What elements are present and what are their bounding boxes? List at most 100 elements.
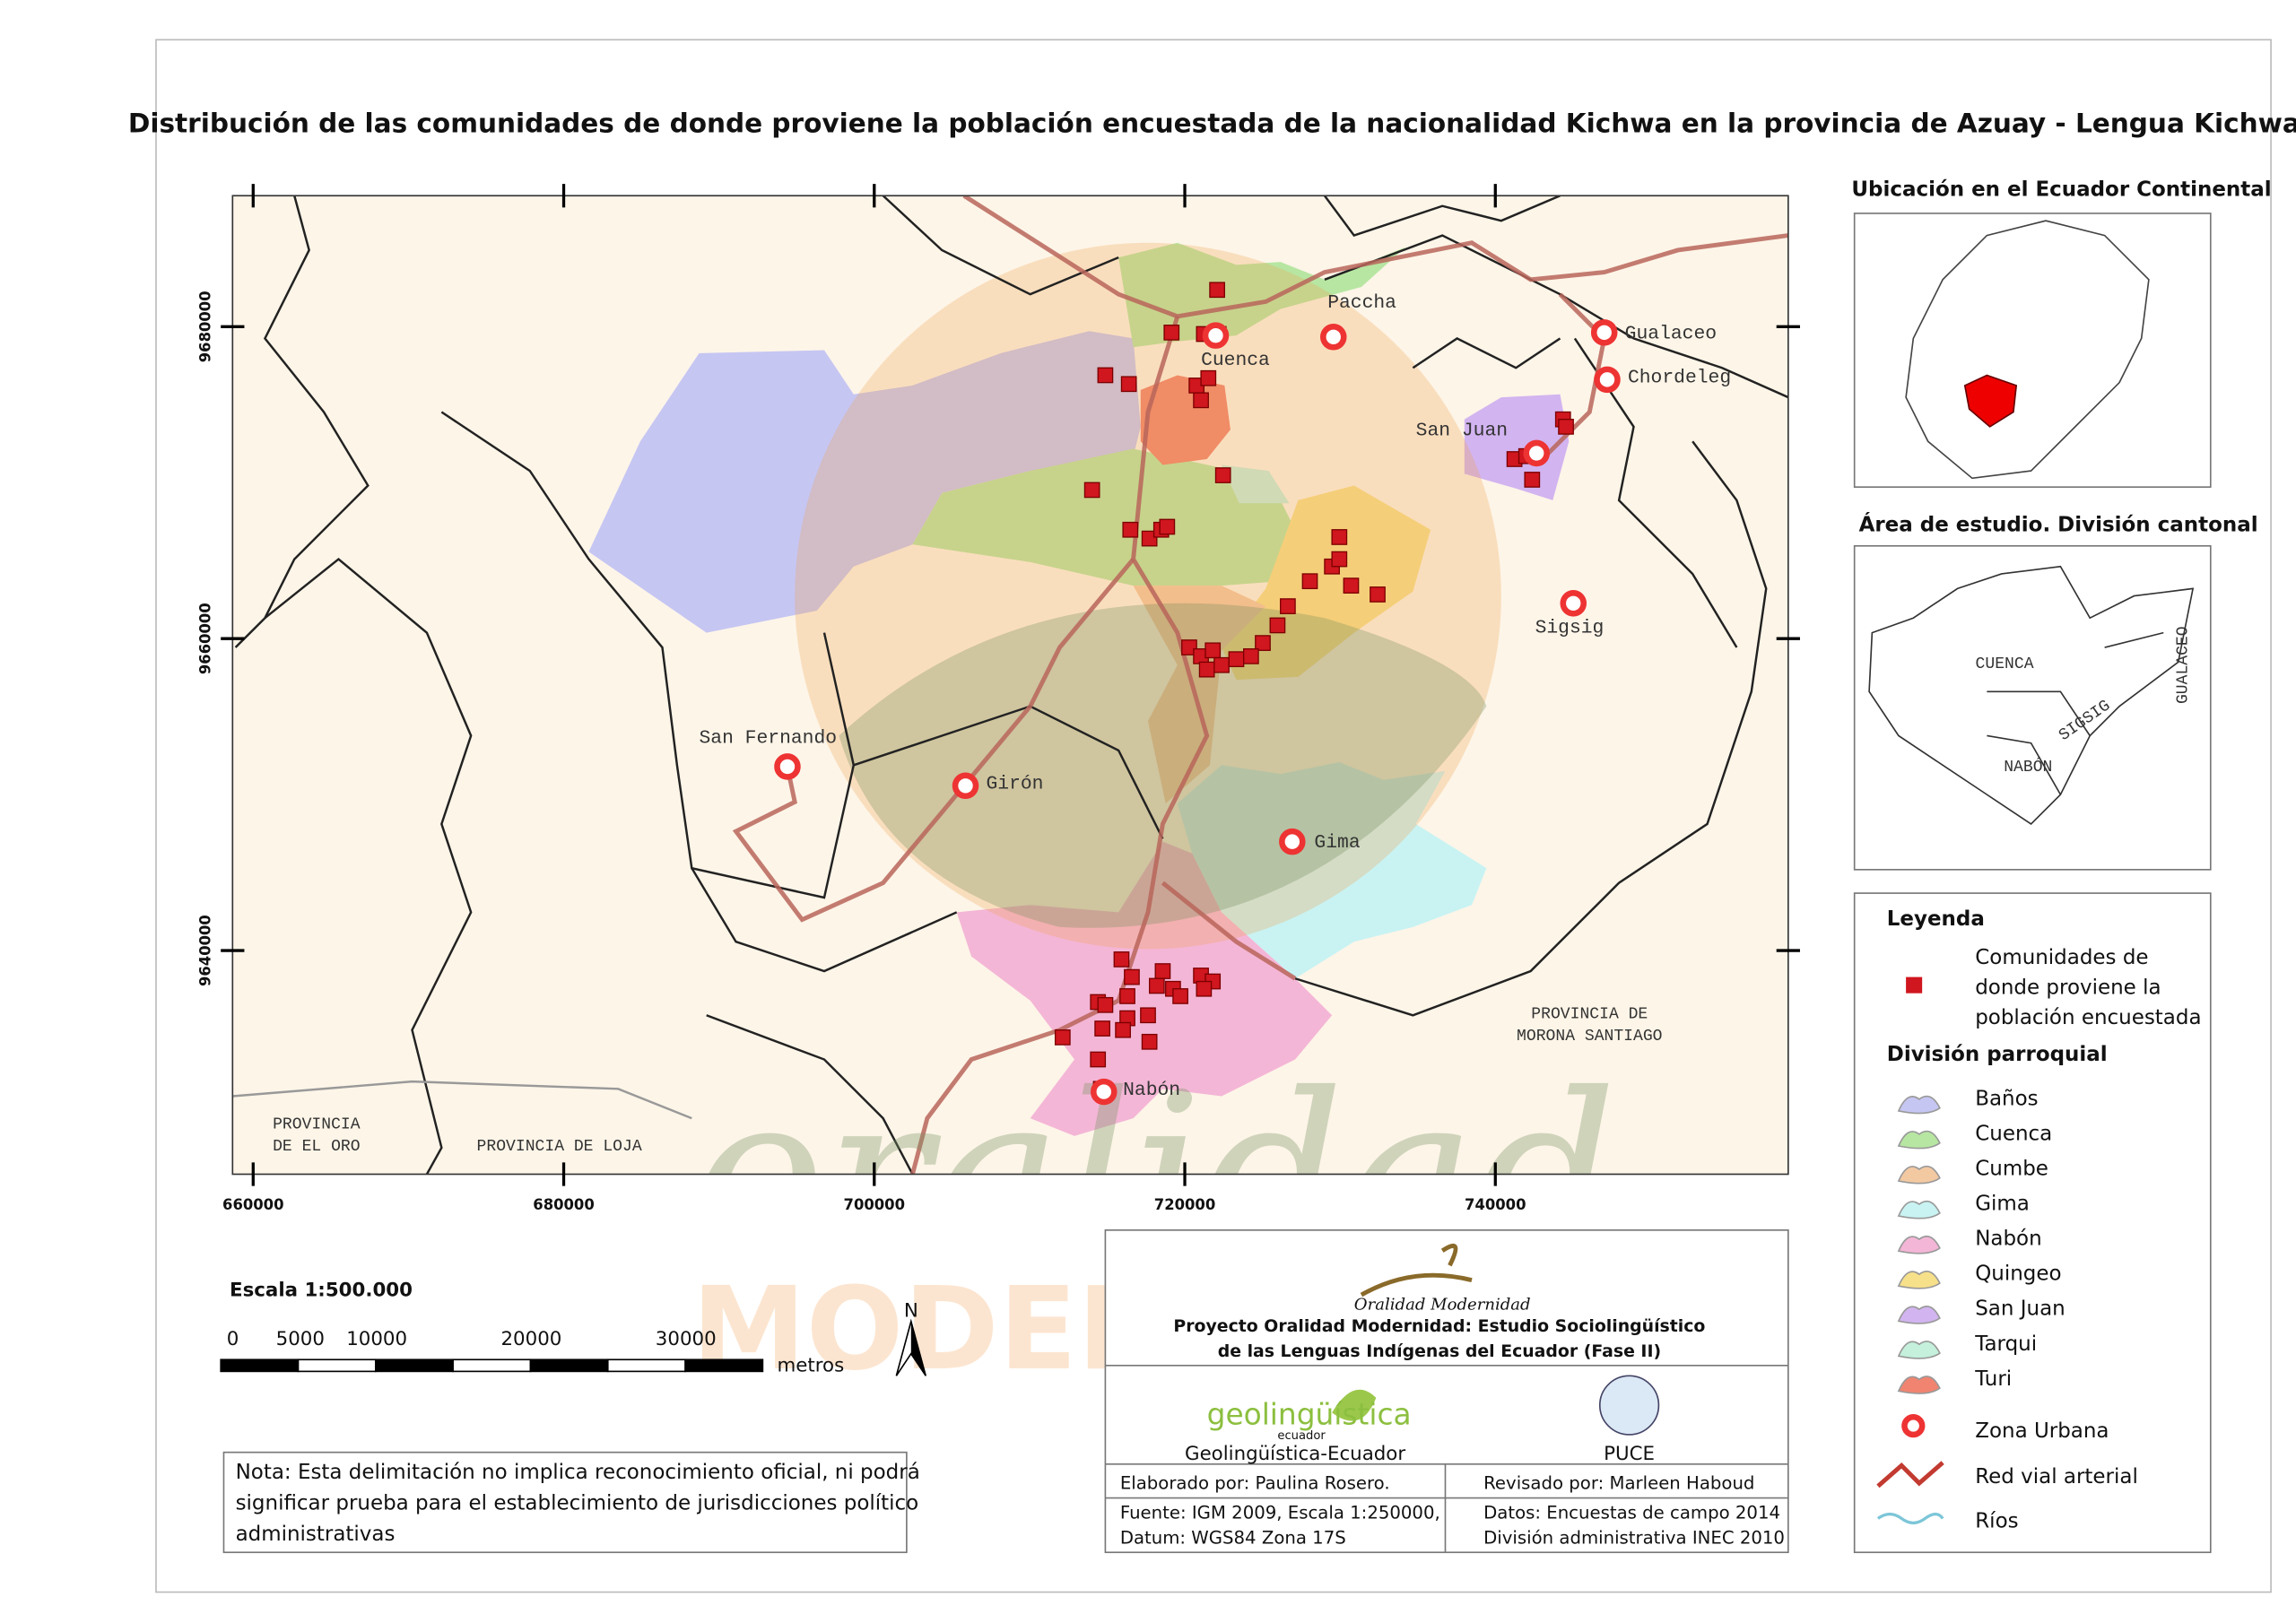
project-title: Proyecto Oralidad Modernidad: Estudio So… (1173, 1316, 1705, 1336)
inset-title: Ubicación en el Ecuador Continental (1851, 178, 2271, 201)
azuay-highlight (1963, 374, 2018, 428)
boundary (234, 195, 370, 648)
legend-label: Zona Urbana (1975, 1419, 2109, 1443)
parish-gima (1177, 762, 1487, 979)
community-marker (1301, 573, 1318, 590)
place-label: Gualaceo (1625, 323, 1717, 344)
legend-box (1853, 892, 2212, 1554)
x-tick-label: 680000 (533, 1196, 594, 1213)
region-label: PROVINCIA DE LOJA (477, 1138, 642, 1156)
scale-bar (297, 1358, 377, 1373)
scale-bar (529, 1358, 609, 1373)
urban-zone (1319, 324, 1347, 351)
watermark-logo (795, 242, 1501, 950)
parish-san-juan (1464, 394, 1570, 500)
legend-title: División parroquial (1887, 1043, 2108, 1066)
community-marker (1054, 1029, 1071, 1046)
map-content: oralidad (232, 195, 1788, 1175)
legend-swatch (1876, 1512, 1944, 1525)
credit-text: Elaborado por: Paulina Rosero. (1120, 1473, 1390, 1494)
boundary (1573, 337, 1738, 648)
community-marker (1343, 577, 1360, 594)
urban-zone (1594, 366, 1621, 394)
note-text: administrativas (236, 1523, 396, 1546)
credit-text: Datum: WGS84 Zona 17S (1120, 1527, 1346, 1548)
region-label: PROVINCIA (273, 1116, 361, 1134)
parish-cuenca (912, 448, 1296, 586)
puce-logo (1598, 1375, 1660, 1436)
canton-shape (1868, 565, 2195, 826)
urban-zone (1523, 439, 1550, 467)
road (732, 557, 1135, 923)
legend-swatch (1897, 1165, 1941, 1185)
legend-swatch (1906, 976, 1923, 994)
community-marker (1159, 518, 1176, 535)
community-marker (1113, 951, 1130, 968)
legend-label: Cuenca (1975, 1122, 2052, 1145)
community-marker (1097, 996, 1114, 1013)
place-label: Sigsig (1535, 618, 1605, 639)
geo-logo: geolingüística (1207, 1397, 1412, 1431)
community-marker (1196, 980, 1213, 997)
scale-label: 5000 (276, 1328, 325, 1350)
legend-swatch (1897, 1271, 1941, 1289)
community-marker (1200, 369, 1217, 386)
legend-label: Nabón (1975, 1228, 2041, 1251)
community-marker (1198, 661, 1215, 678)
urban-zone (1279, 828, 1306, 855)
boundary (1412, 337, 1561, 369)
community-marker (1280, 598, 1296, 614)
urban-zone (1560, 590, 1587, 617)
credit-text: Fuente: IGM 2009, Escala 1:250000, (1120, 1502, 1440, 1523)
boundary (440, 411, 856, 899)
scale-unit: metros (777, 1354, 844, 1376)
boundaries (232, 195, 1788, 1175)
canton-boundary (1987, 631, 2164, 795)
community-marker (1141, 530, 1158, 547)
region-label: DE EL ORO (273, 1138, 360, 1156)
x-tick-label: 740000 (1465, 1196, 1526, 1213)
community-marker (1120, 376, 1137, 393)
place-label: Girón (986, 774, 1043, 795)
scale-bar (220, 1358, 300, 1373)
legend-label: Tarqui (1974, 1332, 2037, 1356)
map-title: Distribución de las comunidades de donde… (128, 108, 2296, 139)
community-marker (1122, 521, 1139, 538)
legend-label: Turi (1974, 1367, 2012, 1391)
legend-swatch (1897, 1200, 1941, 1219)
legend-label: Quingeo (1975, 1263, 2061, 1286)
y-tick-label: 9640000 (197, 915, 214, 986)
community-marker (1163, 325, 1180, 341)
legend-swatch (1901, 1413, 1926, 1438)
parish-cuenca (1118, 242, 1406, 348)
project-title: de las Lenguas Indígenas del Ecuador (Fa… (1218, 1341, 1661, 1361)
legend-label: Red vial arterial (1975, 1465, 2138, 1488)
legend-label: Ríos (1975, 1509, 2018, 1532)
ecuador-shape (1905, 220, 2150, 480)
place-label: Nabón (1123, 1080, 1180, 1101)
scale-bar (374, 1358, 454, 1373)
scale-label: 10000 (346, 1328, 407, 1350)
road (962, 195, 1788, 319)
boundary (1294, 440, 1768, 1017)
legend-label: Baños (1975, 1087, 2038, 1110)
community-marker (1331, 529, 1348, 545)
boundary (1324, 234, 1788, 399)
community-marker (1214, 467, 1231, 483)
legend-label: Comunidades de (1975, 946, 2148, 969)
legend-label: población encuestada (1975, 1006, 2201, 1029)
community-marker (1209, 282, 1225, 299)
community-marker (1331, 551, 1348, 568)
urban-zone (1590, 319, 1618, 346)
credit-text: Datos: Encuestas de campo 2014 (1483, 1502, 1780, 1523)
scale-label: 0 (227, 1328, 239, 1350)
legend-label: Cumbe (1975, 1157, 2048, 1180)
logo-text: Oralidad Modernidad (1354, 1295, 1531, 1314)
x-tick-label: 700000 (844, 1196, 905, 1213)
geo-logo-leaf (1332, 1389, 1377, 1421)
parish-tarqui (1222, 464, 1290, 504)
legend-label: Gima (1975, 1193, 2030, 1216)
legend-swatch (1897, 1235, 1941, 1254)
boundary (264, 557, 473, 1175)
place-label: San Fernando (700, 728, 838, 750)
